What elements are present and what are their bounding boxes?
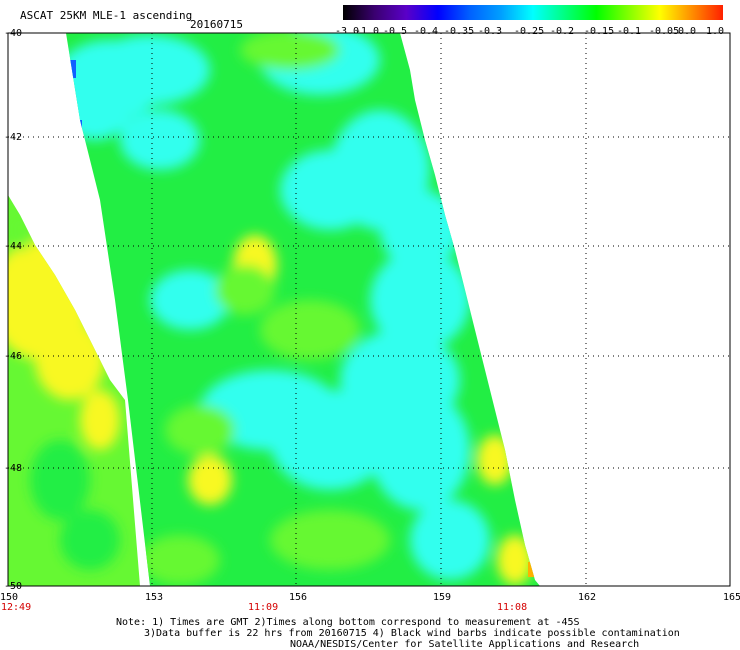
- colorbar-tick-label: 0.0: [678, 26, 697, 37]
- lon-label: 159: [433, 592, 452, 603]
- map-date: 20160715: [190, 18, 243, 31]
- note-line-3: NOAA/NESDIS/Center for Satellite Applica…: [290, 639, 640, 650]
- colorbar-tick-label: -0.25: [514, 26, 545, 37]
- colorbar-tick-label: -0.35: [444, 26, 475, 37]
- colorbar-tick-label: -0.1: [617, 26, 642, 37]
- time-label: 12:49: [1, 602, 32, 613]
- lat-label: -50: [4, 581, 23, 592]
- lon-label: 153: [145, 592, 164, 603]
- lat-label: -42: [4, 132, 23, 143]
- lat-label: -44: [4, 241, 23, 252]
- colorbar-tick-label: -0.5: [383, 26, 408, 37]
- lon-label: 150: [0, 592, 19, 603]
- colorbar-tick-label: -3.0: [335, 26, 360, 37]
- lon-label: 156: [289, 592, 308, 603]
- time-label: 11:08: [497, 602, 528, 613]
- time-label: 11:09: [248, 602, 279, 613]
- lat-label: -40: [4, 28, 23, 39]
- lat-label: -46: [4, 351, 23, 362]
- colorbar-tick-label: -1.0: [355, 26, 380, 37]
- map-title: ASCAT 25KM MLE-1 ascending: [20, 9, 193, 22]
- lon-label: 162: [578, 592, 597, 603]
- colorbar-tick-label: -0.05: [649, 26, 680, 37]
- map-frame: [7, 32, 731, 587]
- colorbar-tick-label: -0.4: [414, 26, 439, 37]
- colorbar-tick-label: -0.2: [550, 26, 575, 37]
- colorbar-tick-label: -0.15: [584, 26, 615, 37]
- colorbar-tick-label: 1.0: [706, 26, 725, 37]
- colorbar-gradient: [343, 5, 723, 20]
- colorbar-tick-label: -0.3: [478, 26, 503, 37]
- colorbar: [343, 5, 723, 20]
- note-line-2: 3)Data buffer is 22 hrs from 20160715 4)…: [144, 628, 680, 639]
- lon-label: 165: [723, 592, 740, 603]
- lat-lon-grid: [8, 33, 730, 586]
- note-line-1: Note: 1) Times are GMT 2)Times along bot…: [116, 617, 580, 628]
- lat-label: -48: [4, 463, 23, 474]
- colorbar-labels: -3.0 -1.0 -0.5 -0.4 -0.35 -0.3 -0.25 -0.2 -0.15-…: [0, 0, 740, 40]
